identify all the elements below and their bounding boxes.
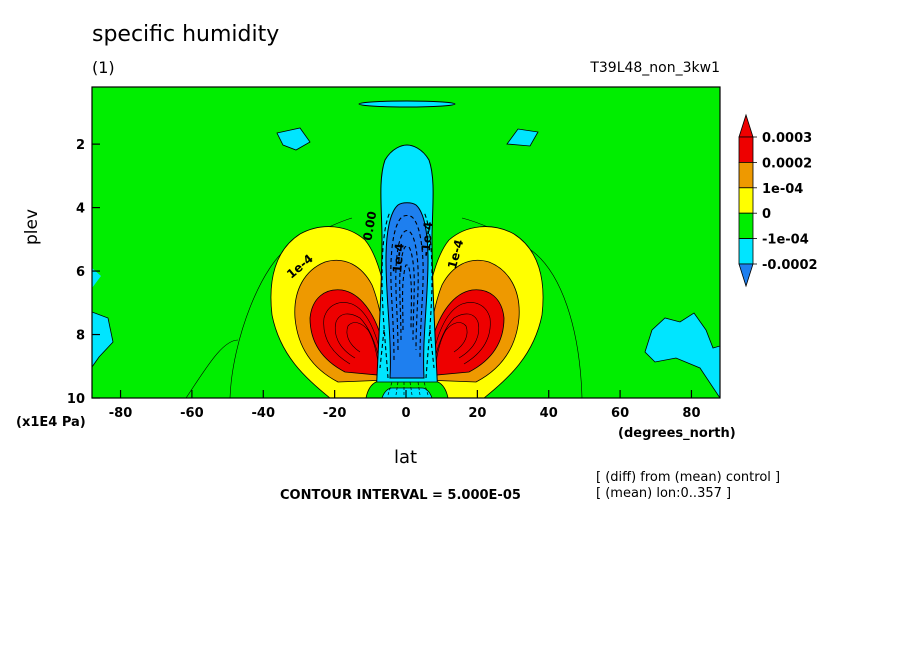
colorbar-label: -0.0002 — [762, 258, 818, 273]
x-tick-label: 80 — [682, 406, 700, 421]
contour-label: -1e-4 — [419, 221, 436, 257]
x-tick-label: 0 — [401, 406, 410, 421]
y-tick-label: 6 — [76, 265, 85, 280]
x-axis-units: (degrees_north) — [618, 426, 736, 441]
y-axis: 2 4 6 8 10 — [67, 138, 100, 407]
y-tick-label: 8 — [76, 329, 85, 344]
colorbar-bin — [738, 187, 754, 214]
x-tick-label: 20 — [468, 406, 486, 421]
x-axis-label: lat — [394, 447, 418, 468]
colorbar-label: 0 — [762, 207, 771, 222]
y-tick-label: 4 — [76, 202, 85, 217]
x-tick-label: -40 — [252, 406, 276, 421]
chart-subtitle: (1) — [92, 58, 115, 77]
patch-left-edge — [92, 268, 101, 288]
contour-label: 0.00 — [360, 210, 379, 242]
run-name: T39L48_non_3kw1 — [590, 60, 720, 76]
y-axis-units: (x1E4 Pa) — [16, 415, 86, 430]
colorbar-label: 1e-04 — [762, 182, 803, 197]
patch-upper-left — [276, 127, 311, 151]
patch-right-low — [644, 312, 720, 398]
patch-upper-right — [506, 128, 539, 147]
y-tick-label: 10 — [67, 392, 85, 407]
core-blue — [385, 202, 429, 379]
patch-left-low — [92, 311, 114, 368]
contour-label: 1e-4 — [390, 243, 407, 274]
colorbar-bin — [738, 136, 754, 163]
patch-top-strip — [358, 100, 456, 108]
colorbar-label: -1e-04 — [762, 233, 809, 248]
colorbar-label: 0.0002 — [762, 156, 812, 171]
colorbar-label: 0.0003 — [762, 131, 812, 146]
y-axis-label: plev — [22, 208, 42, 245]
colorbar: 0.0003 0.0002 1e-04 0 -1e-04 -0.0002 — [738, 113, 818, 288]
colorbar-arrow-top — [738, 113, 754, 138]
x-axis: -80 -60 -40 -20 0 20 40 60 80 — [109, 390, 701, 421]
colorbar-arrow-bottom — [738, 263, 754, 288]
x-tick-label: 40 — [540, 406, 558, 421]
x-tick-label: -80 — [109, 406, 133, 421]
diff-note: [ (diff) from (mean) control ] — [596, 470, 781, 485]
colorbar-bin — [738, 212, 754, 239]
colorbar-bin — [738, 238, 754, 265]
x-tick-label: -20 — [323, 406, 347, 421]
y-tick-label: 2 — [76, 138, 85, 153]
mean-note: [ (mean) lon:0..357 ] — [596, 486, 732, 501]
colorbar-bin — [738, 161, 754, 189]
plot-field — [92, 87, 720, 398]
x-tick-label: 60 — [611, 406, 629, 421]
contour-interval: CONTOUR INTERVAL = 5.000E-05 — [280, 488, 521, 503]
x-tick-label: -60 — [180, 406, 204, 421]
chart-title: specific humidity — [92, 22, 280, 47]
